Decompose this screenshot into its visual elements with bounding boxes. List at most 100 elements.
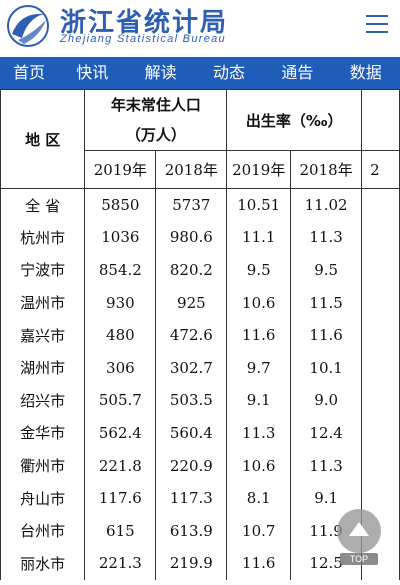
cell-region: 绍兴市 — [0, 384, 86, 417]
year-header-birth-2018: 2018年 — [290, 150, 363, 189]
cell-pop-2019: 1036 — [84, 221, 157, 254]
table-row: 宁波市 854.2 820.2 9.5 9.5 — [0, 253, 400, 287]
nav-item-data[interactable]: 数据 — [349, 63, 382, 82]
arrow-up-icon — [337, 509, 381, 553]
cell-pop-2019: 117.6 — [84, 481, 157, 515]
cell-pop-2019: 615 — [84, 514, 157, 548]
cell-clipped — [361, 253, 400, 287]
cell-birth-2018: 11.3 — [290, 221, 363, 254]
cell-clipped — [361, 188, 400, 222]
back-to-top-label: TOP — [340, 553, 378, 565]
cell-region: 全 省 — [0, 188, 86, 222]
cell-birth-2018: 11.02 — [290, 188, 363, 222]
cell-pop-2019: 930 — [84, 286, 157, 319]
nav-item-updates[interactable]: 动态 — [213, 63, 246, 82]
cell-pop-2019: 505.7 — [84, 384, 157, 417]
cell-birth-2019: 9.1 — [226, 384, 292, 417]
cell-birth-2019: 10.51 — [226, 188, 292, 222]
table-row: 温州市 930 925 10.6 11.5 — [0, 286, 400, 319]
cell-birth-2018: 10.1 — [290, 351, 363, 385]
population-birth-rate-table: 地 区 年末常住人口 （万人） 出生率（‰） 2019年 2018年 2019年… — [0, 89, 400, 580]
cell-birth-2018: 11.3 — [290, 449, 363, 482]
nav-item-news-flash[interactable]: 快讯 — [76, 63, 109, 82]
main-nav: 首页 快讯 解读 动态 通告 数据 — [0, 57, 400, 89]
cell-birth-2019: 11.6 — [226, 547, 292, 580]
table-body: 全 省 5850 5737 10.51 11.02 杭州市 1036 980.6 11.1 11.… — [0, 188, 400, 580]
cell-region: 温州市 — [0, 286, 86, 319]
cell-birth-2018: 12.4 — [290, 416, 363, 450]
cell-pop-2018: 302.7 — [155, 351, 228, 385]
site-title: 浙江省统计局 — [60, 8, 229, 38]
table-row: 丽水市 221.3 219.9 11.6 12.5 — [0, 547, 400, 580]
cell-birth-2018: 9.0 — [290, 384, 363, 417]
population-header-line1: 年末常住人口 — [110, 96, 201, 114]
site-header: 浙江省统计局 Zhejiang Statistical Bureau — [0, 0, 400, 52]
cell-pop-2018: 560.4 — [155, 416, 228, 450]
cell-pop-2018: 613.9 — [155, 514, 228, 548]
cell-clipped — [361, 416, 400, 450]
cell-pop-2018: 980.6 — [155, 221, 228, 254]
cell-pop-2018: 117.3 — [155, 481, 228, 515]
cell-clipped — [361, 286, 400, 319]
year-header-pop-2018: 2018年 — [155, 150, 228, 189]
cell-clipped — [361, 481, 400, 515]
cell-region: 湖州市 — [0, 351, 86, 385]
nav-item-interpretation[interactable]: 解读 — [144, 63, 177, 82]
cell-pop-2018: 472.6 — [155, 318, 228, 352]
year-header-clipped: 2 — [361, 150, 400, 189]
site-subtitle: Zhejiang Statistical Bureau — [60, 33, 226, 45]
cell-region: 嘉兴市 — [0, 318, 86, 352]
stats-table-container[interactable]: 地 区 年末常住人口 （万人） 出生率（‰） 2019年 2018年 2019年… — [0, 89, 400, 585]
cell-birth-2018: 11.5 — [290, 286, 363, 319]
cell-birth-2018: 9.1 — [290, 481, 363, 515]
cell-clipped — [361, 384, 400, 417]
cell-pop-2019: 221.8 — [84, 449, 157, 482]
table-row: 全 省 5850 5737 10.51 11.02 — [0, 188, 400, 222]
table-row: 衢州市 221.8 220.9 10.6 11.3 — [0, 449, 400, 482]
region-column-header: 地 区 — [0, 89, 86, 189]
cell-birth-2019: 11.6 — [226, 318, 292, 352]
cell-pop-2018: 220.9 — [155, 449, 228, 482]
cell-pop-2019: 562.4 — [84, 416, 157, 450]
cell-region: 衢州市 — [0, 449, 86, 482]
table-row: 嘉兴市 480 472.6 11.6 11.6 — [0, 318, 400, 352]
cell-clipped — [361, 318, 400, 352]
cell-pop-2019: 221.3 — [84, 547, 157, 580]
table-row: 湖州市 306 302.7 9.7 10.1 — [0, 351, 400, 385]
year-header-pop-2019: 2019年 — [84, 150, 157, 189]
cell-region: 杭州市 — [0, 221, 86, 254]
cell-pop-2019: 480 — [84, 318, 157, 352]
table-row: 绍兴市 505.7 503.5 9.1 9.0 — [0, 384, 400, 417]
cell-region: 丽水市 — [0, 547, 86, 580]
cell-birth-2019: 8.1 — [226, 481, 292, 515]
cell-birth-2019: 10.6 — [226, 286, 292, 319]
birth-rate-column-header: 出生率（‰） — [226, 89, 363, 151]
cell-pop-2018: 925 — [155, 286, 228, 319]
zhejiang-stats-logo-icon[interactable] — [6, 4, 50, 48]
cell-pop-2018: 503.5 — [155, 384, 228, 417]
population-header-line2: （万人） — [125, 126, 186, 144]
cell-clipped — [361, 221, 400, 254]
table-row: 金华市 562.4 560.4 11.3 12.4 — [0, 416, 400, 450]
cell-clipped — [361, 449, 400, 482]
cell-pop-2018: 820.2 — [155, 253, 228, 287]
hamburger-menu-icon[interactable] — [366, 15, 390, 37]
cell-pop-2018: 5737 — [155, 188, 228, 222]
cell-region: 宁波市 — [0, 253, 86, 287]
cell-region: 台州市 — [0, 514, 86, 548]
nav-item-notices[interactable]: 通告 — [281, 63, 314, 82]
cell-birth-2019: 11.3 — [226, 416, 292, 450]
cell-birth-2019: 9.5 — [226, 253, 292, 287]
cell-birth-2018: 11.6 — [290, 318, 363, 352]
cell-birth-2019: 10.7 — [226, 514, 292, 548]
cell-region: 舟山市 — [0, 481, 86, 515]
cell-birth-2019: 9.7 — [226, 351, 292, 385]
back-to-top-button[interactable]: TOP — [336, 509, 382, 567]
nav-item-home[interactable]: 首页 — [13, 63, 46, 82]
table-row: 杭州市 1036 980.6 11.1 11.3 — [0, 221, 400, 254]
clipped-column-header — [361, 89, 400, 151]
cell-birth-2019: 10.6 — [226, 449, 292, 482]
cell-birth-2019: 11.1 — [226, 221, 292, 254]
table-row: 舟山市 117.6 117.3 8.1 9.1 — [0, 481, 400, 515]
population-column-header: 年末常住人口 （万人） — [84, 89, 228, 151]
